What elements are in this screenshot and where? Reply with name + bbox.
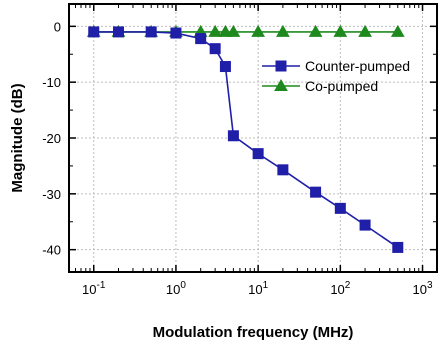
y-axis-title: Magnitude (dB) xyxy=(9,83,26,192)
y-tick-label: -40 xyxy=(42,243,61,258)
triangle-marker xyxy=(308,24,323,37)
x-tick-label: 103 xyxy=(413,280,433,297)
y-tick-label: -20 xyxy=(42,131,61,146)
series-counter-pumped xyxy=(88,26,404,253)
legend-marker xyxy=(274,78,288,91)
x-tick-label: 100 xyxy=(166,280,186,297)
square-marker xyxy=(359,219,371,231)
legend-marker xyxy=(275,60,287,72)
y-tick-label: -10 xyxy=(42,75,61,90)
square-marker xyxy=(277,164,289,176)
legend: Counter-pumped Co-pumped xyxy=(262,58,410,94)
triangle-marker xyxy=(208,24,223,37)
x-tick-label: 102 xyxy=(330,280,350,297)
triangle-marker xyxy=(390,24,405,37)
y-tick-label: -30 xyxy=(42,187,61,202)
square-marker xyxy=(252,148,264,160)
ticks xyxy=(69,4,437,272)
triangle-marker xyxy=(333,24,348,37)
square-marker xyxy=(392,241,404,253)
square-marker xyxy=(112,26,124,38)
triangle-marker xyxy=(226,24,241,37)
grid xyxy=(69,4,437,272)
y-tick-label: 0 xyxy=(54,19,61,34)
square-marker xyxy=(88,26,100,38)
square-marker xyxy=(227,130,239,142)
square-marker xyxy=(195,33,207,45)
triangle-marker xyxy=(358,24,372,37)
tick-labels: 10-1 100 101 102 103 0 -10 -20 -30 -40 xyxy=(42,19,433,297)
x-tick-label: 10-1 xyxy=(82,280,106,297)
x-axis-title: Modulation frequency (MHz) xyxy=(153,324,354,341)
square-marker xyxy=(219,61,231,73)
legend-label: Counter-pumped xyxy=(305,58,410,74)
square-marker xyxy=(209,43,221,55)
x-tick-label: 101 xyxy=(248,280,268,297)
square-marker xyxy=(145,26,157,38)
series-layer xyxy=(86,24,405,253)
legend-label: Co-pumped xyxy=(305,78,378,94)
triangle-marker xyxy=(276,24,290,37)
square-marker xyxy=(310,186,322,198)
square-marker xyxy=(170,27,182,39)
square-marker xyxy=(334,202,346,214)
triangle-marker xyxy=(251,24,265,37)
